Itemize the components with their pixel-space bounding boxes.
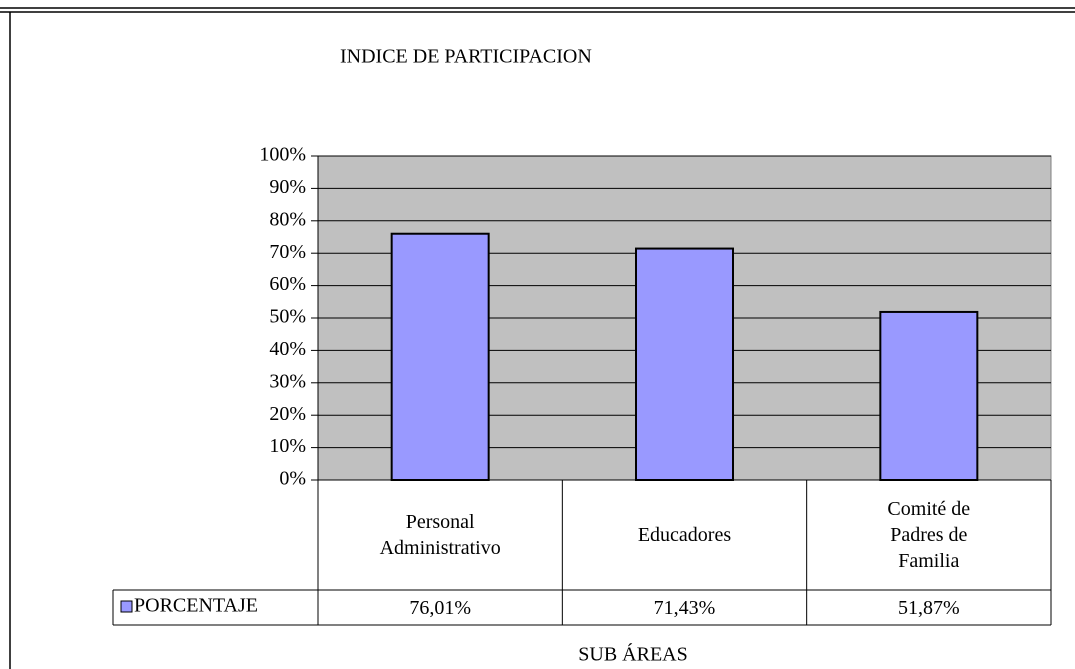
- category-label-text: Comité de Padres de Familia: [887, 498, 971, 572]
- value-label: 71,43%: [562, 590, 806, 625]
- y-tick-label: 90%: [269, 176, 306, 198]
- value-label-text: 51,87%: [897, 596, 960, 619]
- category-label: Personal Administrativo: [318, 480, 562, 590]
- y-tick-label: 80%: [269, 208, 306, 230]
- value-label: 76,01%: [318, 590, 562, 625]
- legend-key: [120, 600, 133, 613]
- legend-label: PORCENTAJE: [134, 595, 258, 617]
- y-tick-label: 50%: [269, 306, 306, 328]
- bar: [635, 247, 734, 481]
- y-tick-label: 60%: [269, 273, 306, 295]
- category-label-text: Personal Administrativo: [379, 511, 501, 559]
- category-label-text: Educadores: [637, 524, 732, 546]
- value-label-text: 76,01%: [409, 596, 471, 619]
- category-label: Educadores: [562, 480, 806, 590]
- y-tick-label: 100%: [259, 144, 306, 166]
- y-tick-label: 10%: [269, 435, 306, 457]
- chart-title: INDICE DE PARTICIPACION: [340, 46, 592, 68]
- x-axis-title: SUB ÁREAS: [578, 643, 687, 666]
- bar: [879, 310, 979, 481]
- y-tick-label: 30%: [269, 370, 306, 392]
- value-label-text: 71,43%: [653, 596, 716, 619]
- y-tick-label: 70%: [269, 241, 306, 263]
- y-tick-label: 0%: [279, 468, 306, 490]
- y-tick-label: 40%: [269, 338, 306, 360]
- value-label: 51,87%: [807, 590, 1051, 625]
- bar: [390, 232, 490, 481]
- category-label: Comité de Padres de Familia: [807, 480, 1051, 590]
- y-tick-label: 20%: [269, 403, 306, 425]
